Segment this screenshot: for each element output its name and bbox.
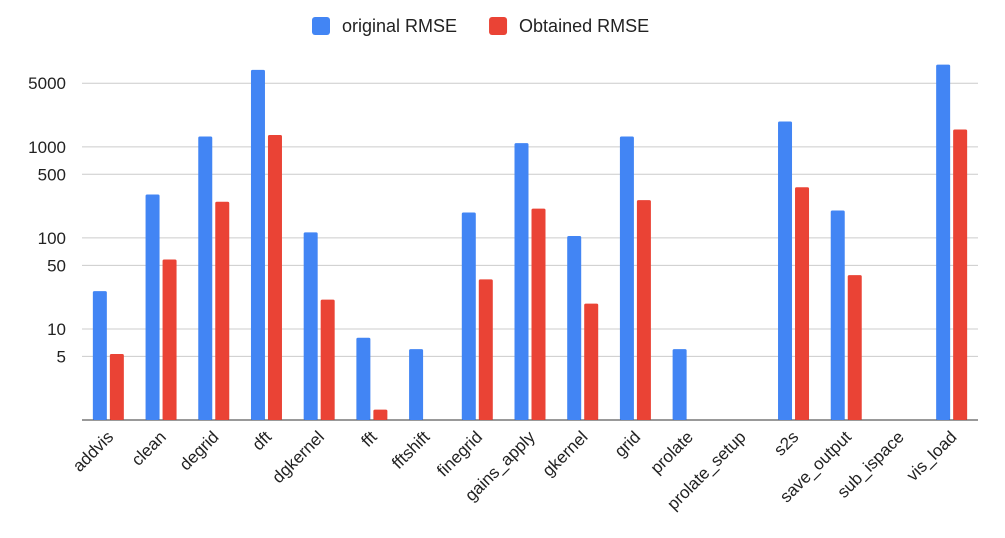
bar-original-fftshift	[409, 349, 424, 420]
bar-original-dft	[250, 69, 265, 420]
bar-obtained-finegrid	[478, 279, 493, 420]
bar-obtained-fft	[373, 409, 388, 420]
x-tick-label: dgkernel	[268, 427, 328, 487]
legend-label: Obtained RMSE	[519, 16, 649, 36]
bar-obtained-gkernel	[584, 303, 599, 420]
y-axis-tick-labels: 5 10 50 100 500 1000 5000	[28, 74, 66, 366]
bar-original-clean	[145, 194, 160, 420]
bar-obtained-vis_load	[953, 129, 968, 420]
bar-obtained-s2s	[795, 187, 810, 420]
bar-obtained-degrid	[215, 201, 230, 420]
y-tick-label: 10	[47, 320, 66, 339]
bar-original-save_output	[830, 210, 845, 420]
x-tick-label: gkernel	[539, 427, 592, 480]
bar-original-fft	[356, 337, 371, 420]
bars	[92, 64, 968, 421]
x-tick-label: vis_load	[903, 427, 961, 485]
y-tick-label: 50	[47, 256, 66, 275]
legend-swatch-original	[312, 17, 330, 35]
x-tick-label: grid	[611, 427, 644, 460]
x-tick-label: addvis	[69, 427, 117, 475]
legend: original RMSE Obtained RMSE	[312, 16, 649, 36]
y-tick-label: 500	[38, 165, 66, 184]
bar-original-gkernel	[567, 235, 582, 420]
legend-label: original RMSE	[342, 16, 457, 36]
bar-original-finegrid	[461, 212, 476, 420]
bar-obtained-grid	[636, 200, 651, 420]
bar-obtained-addvis	[109, 354, 124, 420]
bar-original-degrid	[198, 136, 213, 420]
x-tick-label: prolate	[647, 427, 697, 477]
bar-obtained-save_output	[847, 275, 862, 420]
x-tick-label: finegrid	[433, 427, 486, 480]
y-tick-label: 5	[57, 347, 66, 366]
x-tick-label: fft	[357, 427, 380, 450]
x-tick-label: dft	[248, 427, 275, 454]
grid-lines	[82, 82, 978, 421]
x-tick-label: clean	[128, 427, 170, 469]
bar-original-grid	[619, 136, 634, 420]
y-tick-label: 100	[38, 229, 66, 248]
bar-obtained-dgkernel	[320, 299, 335, 420]
legend-swatch-obtained	[489, 17, 508, 35]
bar-obtained-clean	[162, 259, 177, 420]
bar-original-vis_load	[936, 64, 951, 421]
bar-obtained-dft	[267, 135, 282, 420]
y-tick-label: 1000	[28, 138, 66, 157]
bar-original-prolate	[672, 349, 687, 420]
x-tick-label: s2s	[770, 427, 802, 459]
bar-obtained-gains_apply	[531, 208, 546, 420]
y-tick-label: 5000	[28, 74, 66, 93]
x-tick-label: degrid	[176, 427, 223, 474]
bar-original-s2s	[778, 121, 793, 420]
bar-original-gains_apply	[514, 143, 529, 420]
bar-original-dgkernel	[303, 232, 318, 420]
x-tick-label: fftshift	[388, 427, 433, 472]
bar-original-addvis	[92, 291, 107, 420]
